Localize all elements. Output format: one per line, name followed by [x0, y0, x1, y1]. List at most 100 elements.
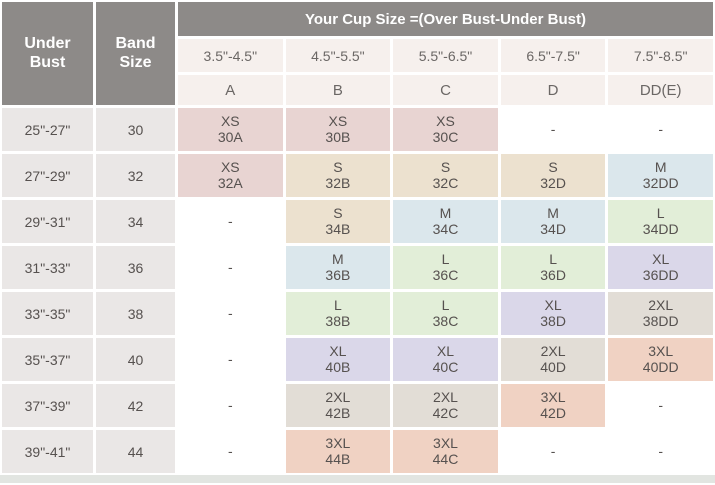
size-label: M [332, 250, 344, 267]
size-label: L [656, 204, 665, 221]
size-code: 30B [325, 128, 351, 145]
dash: - [550, 120, 556, 137]
dash: - [227, 258, 233, 275]
size-label: 3XL [325, 434, 351, 451]
empty-cell: - [608, 430, 713, 473]
size-label: XS [220, 158, 240, 175]
underbust-value: 25"-27" [24, 121, 71, 138]
cup-letter-label: A [225, 81, 236, 99]
underbust-value-cell: 29"-31" [2, 200, 93, 243]
size-code: 44C [432, 450, 459, 467]
cup-range-cell: 4.5"-5.5" [285, 39, 391, 72]
underbust-header-label: Under Bust [24, 35, 71, 71]
empty-cell: - [500, 108, 606, 151]
bandsize-value: 42 [127, 397, 144, 414]
dash: - [227, 442, 233, 459]
bandsize-value-cell: 34 [96, 200, 175, 243]
size-code: 38B [325, 312, 351, 329]
size-code: 34DD [642, 220, 679, 237]
underbust-value: 29"-31" [24, 213, 71, 230]
dash: - [227, 212, 233, 229]
underbust-value: 39"-41" [24, 443, 71, 460]
bandsize-value-cell: 36 [96, 246, 175, 289]
cup-size-title: Your Cup Size =(Over Bust-Under Bust) [304, 10, 586, 28]
size-cell: 3XL 42D [500, 384, 606, 427]
size-cell: M 34D [500, 200, 606, 243]
size-cell: M 36B [285, 246, 391, 289]
size-code: 32D [540, 174, 566, 191]
size-cell: 2XL 42B [285, 384, 391, 427]
underbust-value-cell: 35"-37" [2, 338, 93, 381]
bra-size-chart-table: Under Bust Band Size Your Cup Size =(Ove… [2, 2, 713, 473]
size-code: 40DD [642, 358, 679, 375]
size-label: S [440, 158, 451, 175]
cup-letter-label: DD(E) [639, 81, 682, 99]
size-cell: 3XL 44B [285, 430, 391, 473]
size-cell: M 32DD [608, 154, 713, 197]
cup-size-title-cell: Your Cup Size =(Over Bust-Under Bust) [178, 2, 713, 36]
table-bottom-edge [0, 475, 715, 483]
size-code: 38DD [642, 312, 679, 329]
size-cell: L 38B [285, 292, 391, 335]
bandsize-header-label: Band Size [115, 35, 156, 71]
size-code: 32DD [642, 174, 679, 191]
cup-letter-cell: DD(E) [608, 75, 713, 105]
empty-cell: - [178, 338, 283, 381]
size-label: XL [329, 342, 347, 359]
cup-range-cell: 7.5"-8.5" [608, 39, 713, 72]
size-label: 2XL [648, 296, 674, 313]
size-cell: S 32B [285, 154, 391, 197]
cup-letter-cell: D [500, 75, 606, 105]
underbust-value-cell: 27"-29" [2, 154, 93, 197]
size-cell: S 32D [500, 154, 606, 197]
underbust-value-cell: 25"-27" [2, 108, 93, 151]
size-code: 34B [325, 220, 351, 237]
bandsize-value-cell: 32 [96, 154, 175, 197]
empty-cell: - [178, 246, 283, 289]
bandsize-value: 38 [127, 305, 144, 322]
empty-cell: - [608, 384, 713, 427]
size-code: 34C [432, 220, 459, 237]
size-code: 36B [325, 266, 351, 283]
cup-letter-label: D [547, 81, 559, 99]
underbust-value-cell: 31"-33" [2, 246, 93, 289]
bandsize-value-cell: 40 [96, 338, 175, 381]
size-cell: L 36C [393, 246, 498, 289]
cup-letter-cell: A [178, 75, 283, 105]
size-label: XL [652, 250, 670, 267]
size-code: 32C [432, 174, 459, 191]
empty-cell: - [178, 200, 283, 243]
bandsize-value-cell: 44 [96, 430, 175, 473]
size-label: 2XL [540, 342, 566, 359]
cup-range-cell: 5.5"-6.5" [393, 39, 498, 72]
size-label: 3XL [540, 388, 566, 405]
underbust-value: 27"-29" [24, 167, 71, 184]
cup-letter-label: C [440, 81, 451, 99]
size-label: XS [220, 112, 240, 129]
size-cell: S 32C [393, 154, 498, 197]
size-code: 40B [325, 358, 351, 375]
size-code: 30C [432, 128, 459, 145]
dash: - [658, 120, 664, 137]
size-cell: 2XL 42C [393, 384, 498, 427]
size-label: 3XL [433, 434, 458, 451]
cup-letter-cell: C [393, 75, 498, 105]
size-cell: XL 40B [285, 338, 391, 381]
size-cell: S 34B [285, 200, 391, 243]
size-code: 36C [432, 266, 459, 283]
dash: - [227, 396, 233, 413]
underbust-value-cell: 39"-41" [2, 430, 93, 473]
size-label: L [333, 296, 342, 313]
size-label: 2XL [325, 388, 351, 405]
underbust-value: 37"-39" [24, 397, 71, 414]
size-code: 32B [325, 174, 351, 191]
size-code: 34D [540, 220, 566, 237]
size-cell: XL 38D [500, 292, 606, 335]
size-code: 42B [325, 404, 351, 421]
size-label: 2XL [433, 388, 458, 405]
size-code: 36D [540, 266, 566, 283]
size-cell: 3XL 44C [393, 430, 498, 473]
bandsize-value: 30 [127, 121, 144, 138]
bandsize-value: 32 [127, 167, 144, 184]
size-cell: XS 30B [285, 108, 391, 151]
